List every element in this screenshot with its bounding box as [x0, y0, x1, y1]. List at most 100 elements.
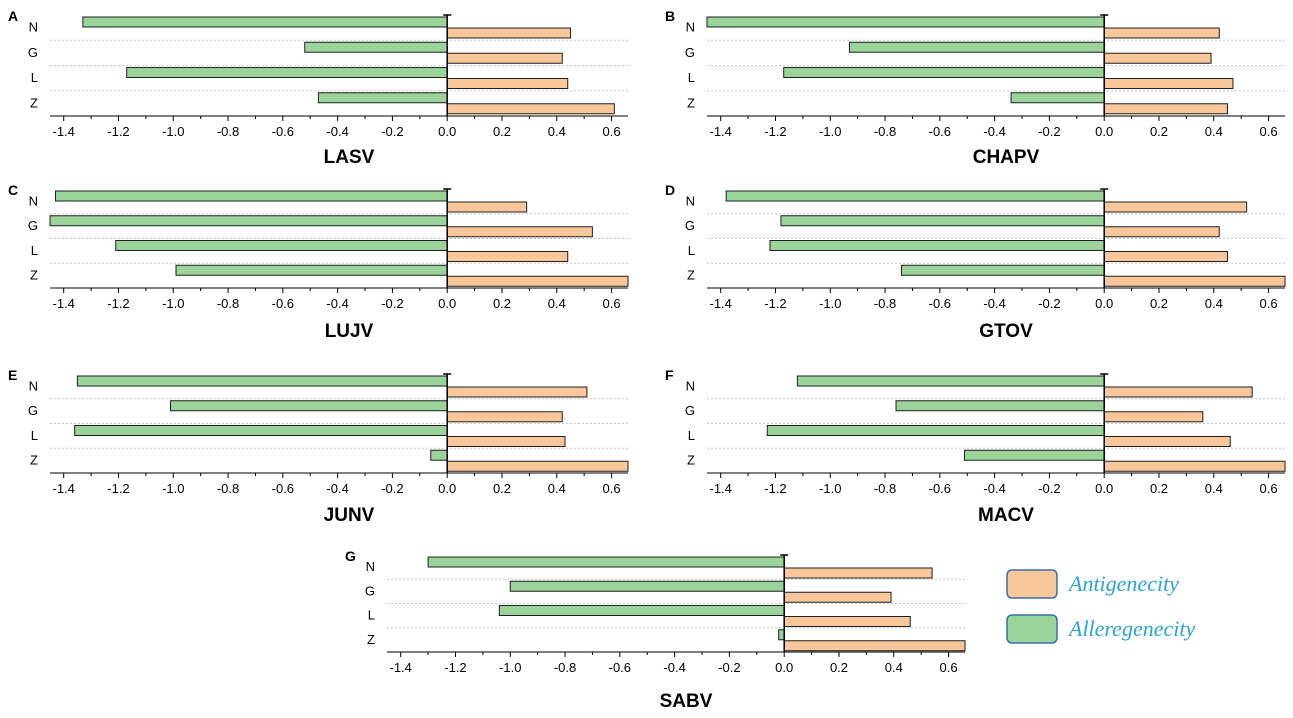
bar-antigenicity-g: [1103, 411, 1204, 423]
x-tick-label: -0.6: [929, 296, 951, 311]
x-tick-label: -1.4: [709, 296, 731, 311]
x-tick-label: -1.2: [764, 296, 786, 311]
x-tick-label: -0.6: [272, 124, 294, 139]
bar-allergenicity-g: [509, 580, 785, 592]
category-label: Z: [687, 453, 695, 468]
category-label: N: [686, 20, 695, 35]
bar-allergenicity-g: [895, 400, 1105, 412]
x-tick-label: 0.0: [1095, 296, 1113, 311]
bar-allergenicity-l: [126, 67, 448, 78]
category-label: G: [28, 218, 38, 233]
x-tick-label: -0.4: [326, 481, 348, 496]
bar-allergenicity-g: [170, 400, 448, 412]
bar-allergenicity-n: [706, 16, 1105, 28]
x-tick-label: 0.6: [603, 124, 621, 139]
x-tick-label: -1.0: [162, 124, 184, 139]
bar-antigenicity-z: [1103, 103, 1228, 115]
virus-title: SABV: [660, 691, 713, 712]
virus-title: JUNV: [324, 505, 375, 526]
x-tick-label: -0.4: [983, 296, 1005, 311]
x-tick-label: 0.2: [1150, 481, 1168, 496]
x-tick-label: 0.4: [1205, 124, 1223, 139]
x-tick-label: -1.2: [764, 124, 786, 139]
bar-allergenicity-l: [498, 605, 785, 616]
bar-antigenicity-n: [1103, 27, 1220, 39]
panel-letter: G: [345, 548, 356, 564]
bar-antigenicity-l: [1103, 251, 1228, 262]
x-tick-label: -0.4: [663, 660, 685, 675]
bar-allergenicity-l: [115, 240, 448, 251]
category-label: G: [685, 218, 695, 233]
category-label: G: [685, 45, 695, 60]
x-tick-label: -1.2: [107, 481, 129, 496]
x-tick-label: -0.8: [874, 124, 896, 139]
x-tick-label: 0.0: [1095, 481, 1113, 496]
x-tick-label: 0.2: [493, 296, 511, 311]
category-label: G: [28, 403, 38, 418]
panel-letter: A: [8, 8, 18, 24]
bar-allergenicity-n: [427, 556, 785, 568]
x-tick-label: -0.4: [326, 296, 348, 311]
x-tick-label: -0.6: [929, 481, 951, 496]
legend-swatch-antigenicity: [1006, 569, 1058, 599]
x-tick-label: 0.0: [775, 660, 793, 675]
category-label: N: [29, 193, 38, 208]
x-tick-label: -0.2: [381, 124, 403, 139]
bar-antigenicity-l: [1103, 436, 1231, 447]
category-label: L: [688, 70, 695, 85]
bar-antigenicity-n: [783, 567, 933, 579]
x-tick-label: -0.2: [1038, 124, 1060, 139]
x-tick-label: -1.2: [107, 124, 129, 139]
x-tick-label: -1.2: [444, 660, 466, 675]
bar-antigenicity-n: [1103, 201, 1248, 213]
x-tick-label: 0.6: [1260, 124, 1278, 139]
category-label: L: [31, 70, 38, 85]
legend-label-allergenicity: Alleregenecity: [1067, 616, 1195, 641]
bar-antigenicity-z: [446, 460, 629, 472]
bar-antigenicity-l: [446, 78, 569, 89]
x-tick-label: -0.8: [217, 296, 239, 311]
virus-title: LUJV: [325, 321, 374, 342]
x-tick-label: -1.4: [52, 481, 74, 496]
virus-title: GTOV: [979, 321, 1033, 342]
category-label: N: [29, 378, 38, 393]
category-label: L: [688, 428, 695, 443]
bar-allergenicity-z: [900, 264, 1105, 276]
panel-letter: E: [8, 367, 17, 383]
bar-antigenicity-z: [783, 640, 966, 652]
category-label: Z: [30, 95, 38, 110]
category-label: G: [28, 45, 38, 60]
bar-allergenicity-g: [49, 215, 448, 227]
category-label: N: [686, 378, 695, 393]
x-tick-label: -0.4: [983, 481, 1005, 496]
legend-swatch-allergenicity: [1006, 614, 1058, 644]
x-tick-label: -1.0: [819, 296, 841, 311]
x-tick-label: -1.0: [819, 124, 841, 139]
x-tick-label: 0.6: [1260, 481, 1278, 496]
x-tick-label: 0.4: [1205, 481, 1223, 496]
x-tick-label: 0.4: [548, 124, 566, 139]
panel-letter: B: [665, 8, 675, 24]
x-tick-label: 0.2: [1150, 124, 1168, 139]
category-label: Z: [687, 268, 695, 283]
x-tick-label: -1.2: [764, 481, 786, 496]
category-label: Z: [367, 632, 375, 647]
bar-antigenicity-l: [446, 436, 566, 447]
x-tick-label: -1.4: [709, 481, 731, 496]
category-label: G: [685, 403, 695, 418]
x-tick-label: 0.6: [603, 481, 621, 496]
virus-title: CHAPV: [973, 147, 1040, 168]
x-tick-label: -0.6: [929, 124, 951, 139]
panel-letter: D: [665, 182, 675, 198]
x-tick-label: -0.8: [217, 481, 239, 496]
bar-allergenicity-n: [725, 190, 1105, 202]
x-tick-label: -1.0: [819, 481, 841, 496]
